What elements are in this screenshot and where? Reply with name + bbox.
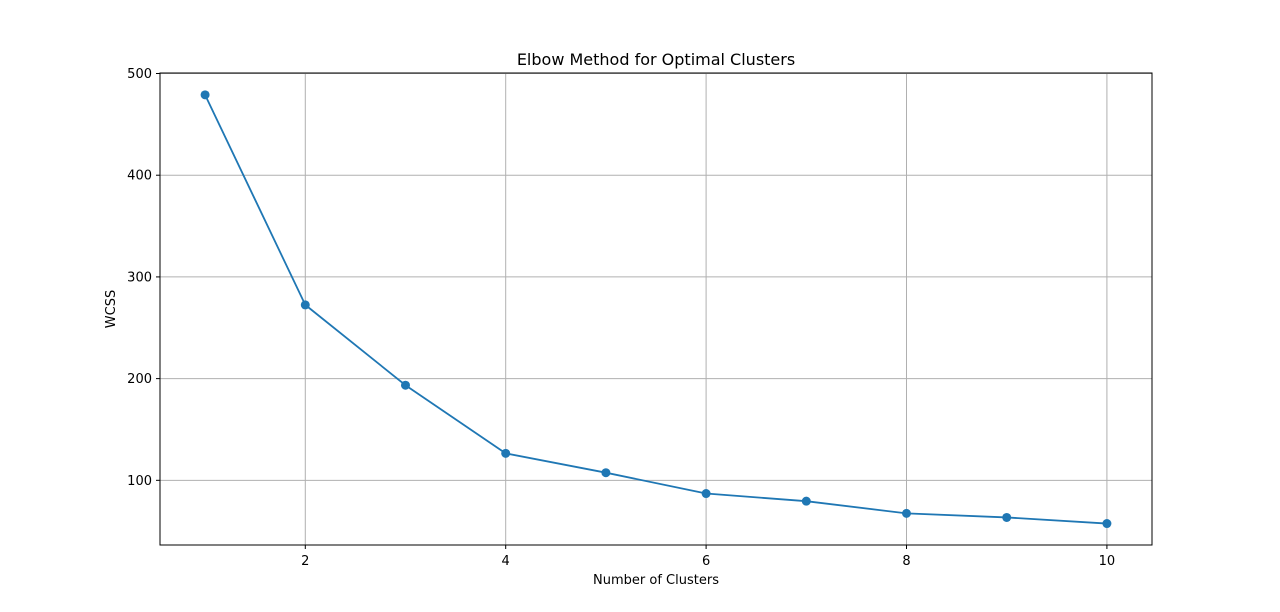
x-tick-label: 8 — [902, 554, 910, 569]
x-tick-label: 6 — [702, 554, 710, 569]
x-tick-label: 2 — [301, 554, 309, 569]
x-tick-label: 4 — [502, 554, 510, 569]
tick-layer: 2 4 6 8 10 100 200 300 400 500 — [127, 67, 1115, 569]
grid-layer — [160, 73, 1152, 545]
series-layer — [204, 94, 1107, 525]
data-point-marker — [200, 90, 210, 100]
data-point-marker — [1102, 519, 1112, 529]
data-point-marker — [501, 448, 511, 458]
y-tick-label: 200 — [127, 372, 152, 387]
y-axis-title: WCSS — [104, 290, 119, 328]
y-tick-label: 300 — [127, 270, 152, 285]
plot-frame — [159, 72, 1153, 546]
x-tick-label: 10 — [1099, 554, 1116, 569]
chart-title: Elbow Method for Optimal Clusters — [517, 50, 795, 69]
y-tick-label: 400 — [127, 169, 152, 184]
data-point-marker — [1002, 512, 1012, 522]
data-point-marker — [701, 489, 711, 499]
y-tick-label: 500 — [127, 67, 152, 82]
data-point-marker — [902, 508, 912, 518]
data-point-marker — [601, 468, 611, 478]
data-point-marker — [300, 300, 310, 310]
data-point-marker — [400, 380, 410, 390]
series-line — [204, 94, 1107, 525]
marker-layer — [200, 90, 1112, 529]
y-tick-label: 100 — [127, 474, 152, 489]
data-point-marker — [801, 496, 811, 506]
x-axis-title: Number of Clusters — [593, 573, 719, 588]
